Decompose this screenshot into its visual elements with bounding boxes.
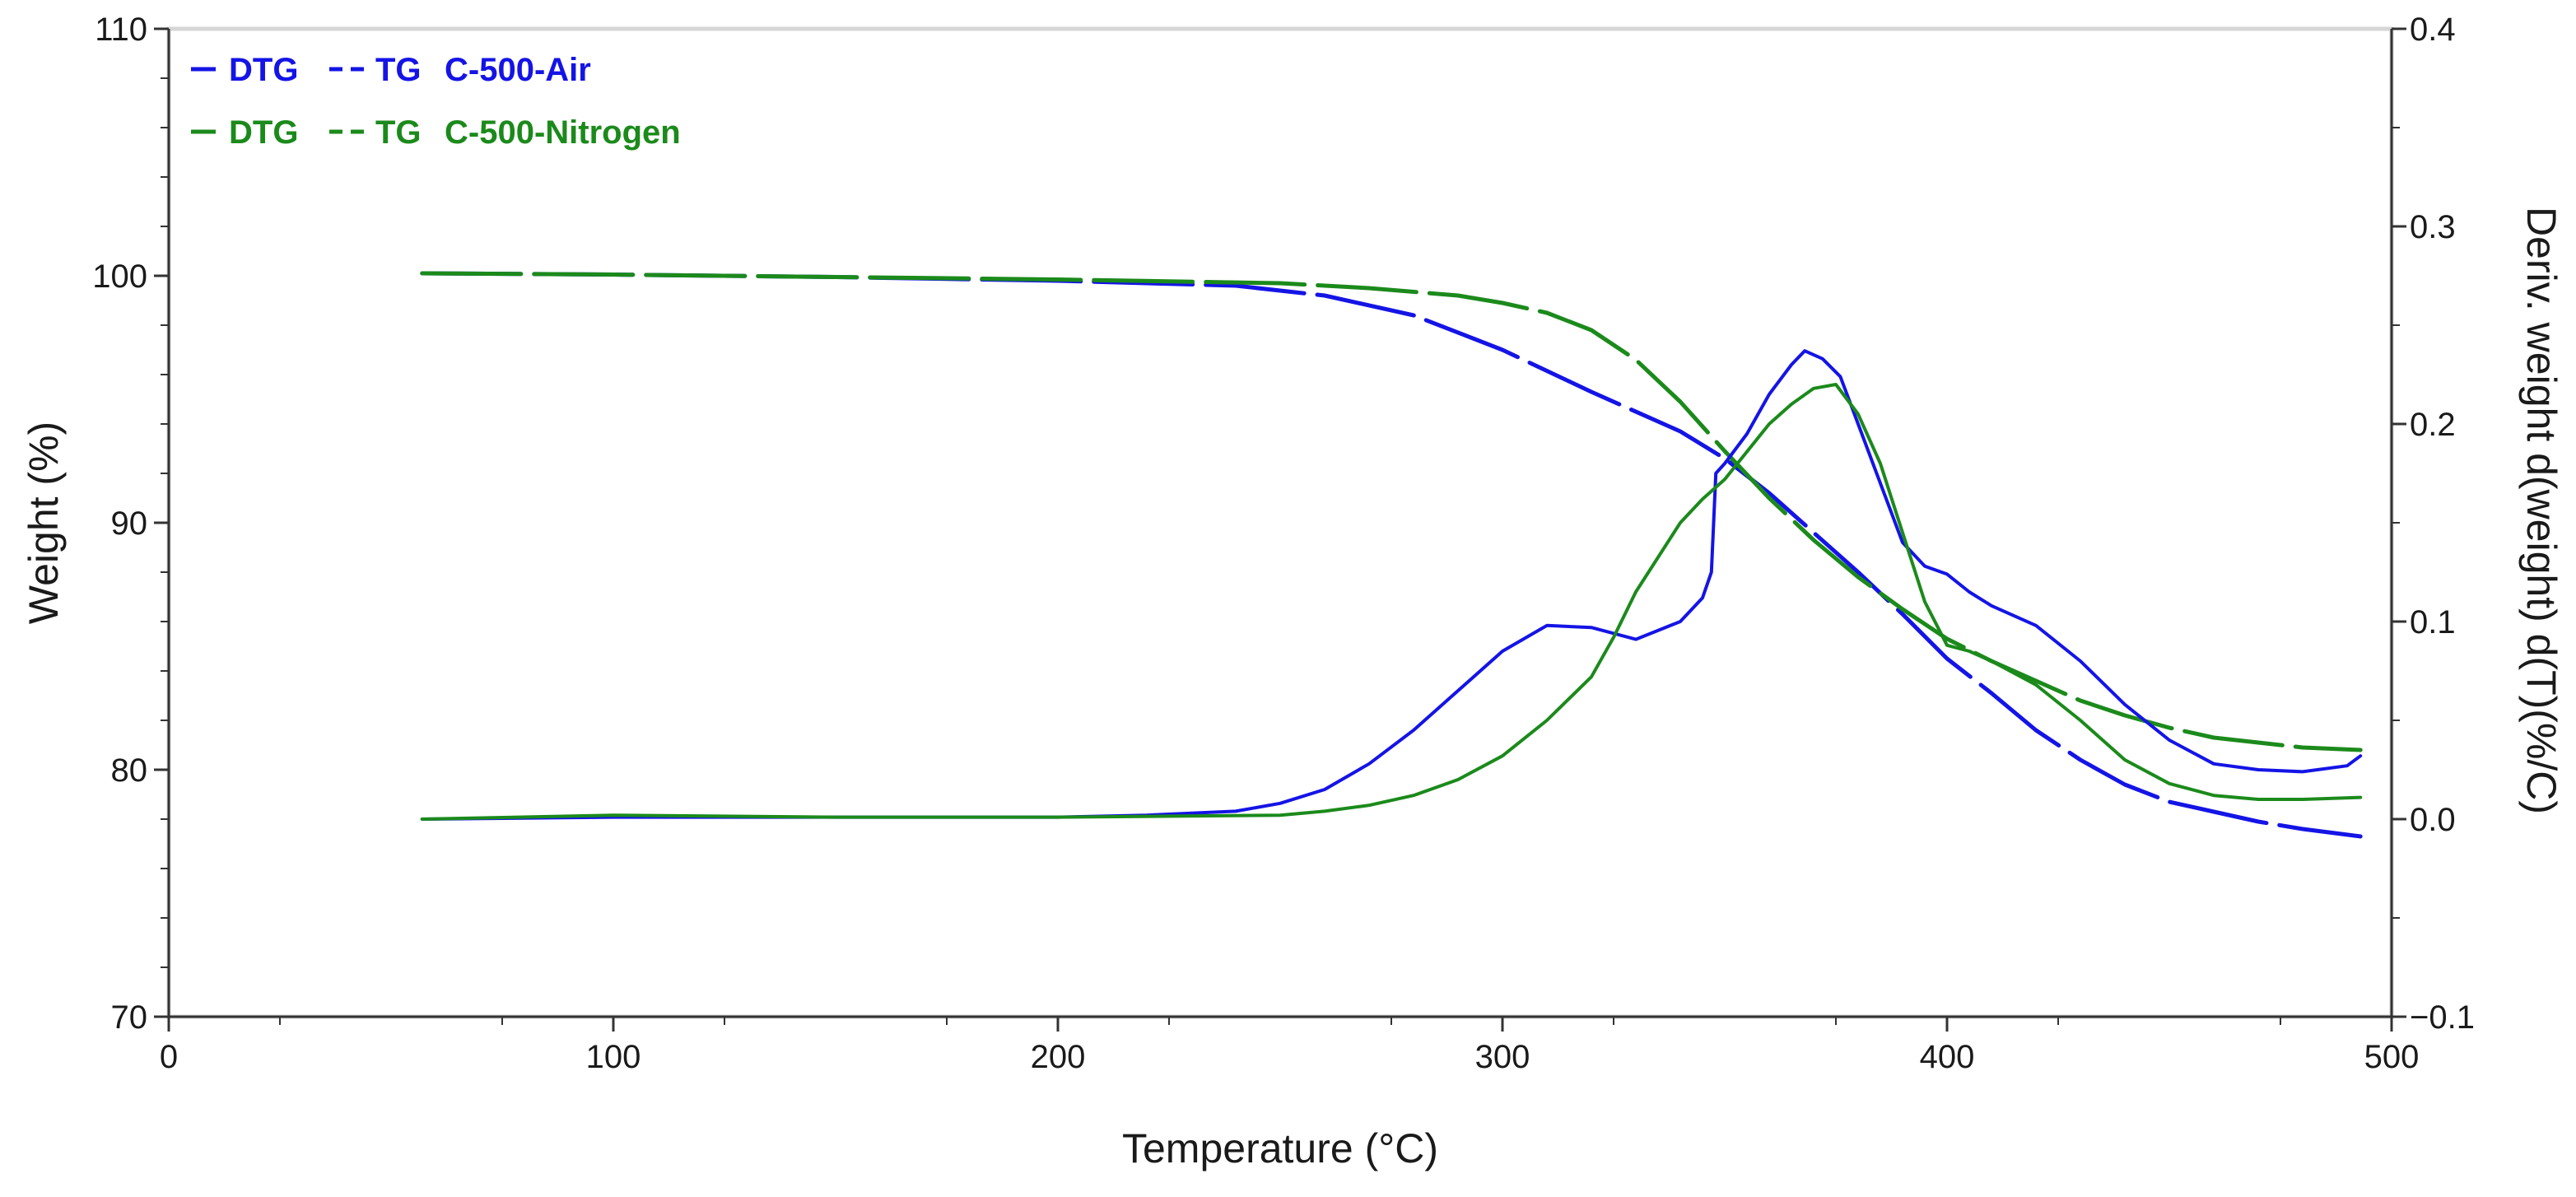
axis-tick-labels: 0 100 200 300 400 500 70 80 90 100 110 −0.1 0.0 0.1 0.… xyxy=(92,12,2475,1075)
legend-nitrogen-series-name: C-500-Nitrogen xyxy=(445,114,681,151)
axis-ticks xyxy=(154,27,2406,1032)
x-tick-label: 100 xyxy=(586,1039,641,1075)
legend: DTG TG C-500-Air DTG TG C-500-Nitrogen xyxy=(191,52,681,151)
legend-nitrogen-dtg-label: DTG xyxy=(229,114,298,151)
legend-entry-air: DTG TG C-500-Air xyxy=(191,52,591,88)
y-left-tick-label: 90 xyxy=(111,505,148,542)
y-left-axis-title: Weight (%) xyxy=(21,422,67,624)
legend-entry-nitrogen: DTG TG C-500-Nitrogen xyxy=(191,114,681,151)
y-left-tick-label: 110 xyxy=(95,12,147,48)
y-left-tick-label: 80 xyxy=(111,752,148,789)
plot-area-frame xyxy=(166,26,2394,1019)
legend-air-series-name: C-500-Air xyxy=(445,52,591,88)
legend-air-tg-label: TG xyxy=(375,52,422,88)
legend-nitrogen-tg-label: TG xyxy=(375,114,422,151)
y-right-tick-label: 0.4 xyxy=(2410,12,2456,48)
x-tick-label: 300 xyxy=(1475,1039,1530,1075)
y-right-tick-label: 0.0 xyxy=(2410,802,2456,838)
x-tick-label: 200 xyxy=(1031,1039,1086,1075)
y-right-axis-title: Deriv. weight d(weight) d(T)(%/C) xyxy=(2518,207,2564,814)
legend-air-dtg-label: DTG xyxy=(229,52,298,88)
series-line-c-500-nitrogen-dtg xyxy=(420,383,2363,821)
y-right-tick-label: 0.3 xyxy=(2410,209,2456,245)
y-right-tick-label: −0.1 xyxy=(2410,999,2475,1036)
y-left-tick-label: 70 xyxy=(111,999,148,1036)
y-right-tick-label: 0.2 xyxy=(2410,407,2456,443)
series-line-c-500-air-tg xyxy=(420,271,2363,839)
x-axis-title: Temperature (°C) xyxy=(1122,1125,1438,1171)
y-right-tick-label: 0.1 xyxy=(2410,604,2456,640)
series-line-c-500-air-dtg xyxy=(420,349,2363,821)
data-series xyxy=(420,271,2363,839)
series-line-c-500-nitrogen-tg xyxy=(420,271,2363,752)
x-tick-label: 500 xyxy=(2364,1039,2420,1075)
y-left-tick-label: 100 xyxy=(92,258,147,295)
x-tick-label: 400 xyxy=(1920,1039,1975,1075)
x-tick-label: 0 xyxy=(160,1039,178,1075)
